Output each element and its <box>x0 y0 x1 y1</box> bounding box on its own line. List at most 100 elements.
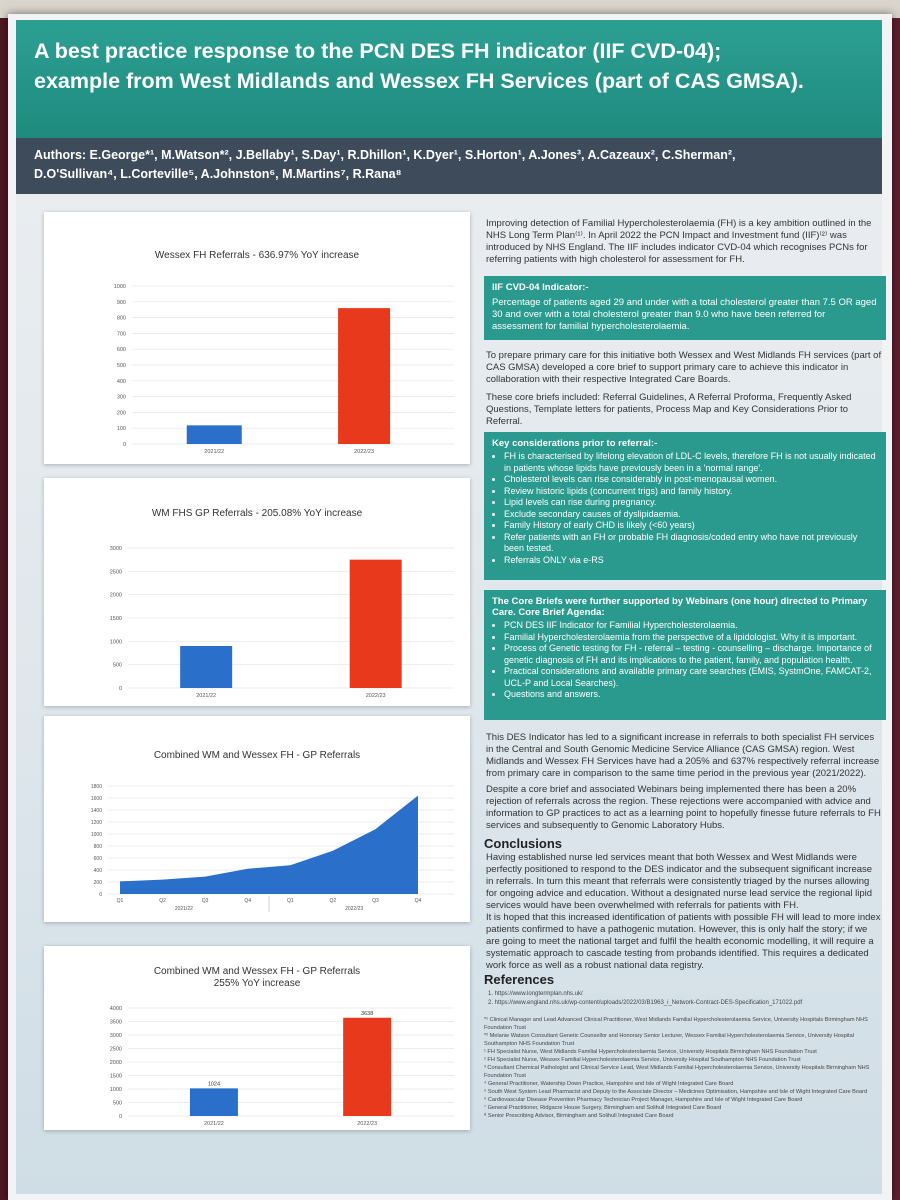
x-tick-label: Q3 <box>372 898 379 904</box>
affiliations-list: *¹ Clinical Manager and Lead Advanced Cl… <box>484 1016 882 1120</box>
group-label: 2022/23 <box>345 906 363 912</box>
y-tick-label: 0 <box>99 892 102 898</box>
chart-title: Wessex FH Referrals - 636.97% YoY increa… <box>154 250 360 261</box>
affiliation-item: ⁵ South West System Lead Pharmacist and … <box>484 1089 868 1095</box>
title-line-1: A best practice response to the PCN DES … <box>34 39 722 63</box>
key-consideration-item: Referrals ONLY via e-RS <box>504 555 878 567</box>
key-considerations-title: Key considerations prior to referral:- <box>492 438 658 449</box>
bar-2021/22 <box>186 425 242 444</box>
webinar-agenda-item: Practical considerations and available p… <box>504 666 878 689</box>
title-banner <box>16 20 882 138</box>
authors-line-1: Authors: E.George*¹, M.Watson*², J.Bella… <box>34 148 736 162</box>
y-tick-label: 700 <box>117 331 126 337</box>
y-tick-label: 1000 <box>110 639 122 645</box>
y-tick-label: 200 <box>117 410 126 416</box>
affiliation-item: ⁶ Cardiovascular Disease Prevention Phar… <box>484 1097 803 1103</box>
wessex-bar-chart: 0 100 200 300 400 500 600 700 800 900 1000 2021/22 2… <box>114 284 454 455</box>
key-consideration-item: Review historic lipids (concurrent trigs… <box>504 486 878 498</box>
y-tick-label: 4000 <box>110 1006 122 1012</box>
conclusions-text-1: Having established nurse led services me… <box>486 852 873 911</box>
y-tick-label: 3500 <box>110 1020 122 1026</box>
references-heading: References <box>484 972 555 987</box>
y-tick-label: 2000 <box>110 593 122 599</box>
affiliation-item: ² FH Specialist Nurse, Wessex Familial H… <box>484 1057 801 1063</box>
y-tick-label: 400 <box>94 868 103 874</box>
affiliation-item: *² Melanie Watson Consultant Genetic Cou… <box>484 1033 854 1047</box>
y-tick-label: 900 <box>117 300 126 306</box>
conclusions-heading: Conclusions <box>484 836 563 851</box>
affiliation-item: ⁸ Senior Prescribing Advisor, Birmingham… <box>484 1113 674 1119</box>
webinar-agenda-item: Familial Hypercholesterolaemia from the … <box>504 632 878 644</box>
x-tick-label: Q2 <box>330 898 337 904</box>
group-label: 2021/22 <box>175 906 193 912</box>
key-consideration-item: Family History of early CHD is likely (<… <box>504 520 878 532</box>
y-tick-label: 2500 <box>110 1047 122 1053</box>
webinar-agenda-item: PCN DES IIF Indicator for Familial Hyper… <box>504 620 878 632</box>
data-label: 1024 <box>208 1081 220 1087</box>
y-tick-label: 1000 <box>114 284 126 290</box>
y-tick-label: 100 <box>117 426 126 432</box>
y-tick-label: 3000 <box>110 546 122 552</box>
chart-card-combined-area: Combined WM and Wessex FH - GP Referrals… <box>44 716 470 922</box>
reference-item: 1. https://www.longtermplan.nhs.uk/ <box>488 991 583 997</box>
wall <box>0 0 900 18</box>
chart-subtitle: 255% YoY increase <box>213 978 301 989</box>
y-tick-label: 3000 <box>110 1033 122 1039</box>
reference-item: 2. https://www.england.nhs.uk/wp-content… <box>488 1000 803 1006</box>
chart-title: Combined WM and Wessex FH - GP Referrals <box>153 966 361 977</box>
indicator-text: Percentage of patients aged 29 and under… <box>492 297 877 332</box>
y-tick-label: 500 <box>117 363 126 369</box>
webinar-agenda-item: Process of Genetic testing for FH - refe… <box>504 643 878 666</box>
x-tick-label: Q4 <box>244 898 251 904</box>
y-tick-label: 200 <box>94 880 103 886</box>
x-tick-label: 2021/22 <box>204 1121 224 1127</box>
x-tick-label: Q1 <box>117 898 124 904</box>
y-tick-label: 1600 <box>91 796 102 802</box>
y-tick-label: 0 <box>119 686 122 692</box>
x-tick-label: 2022/23 <box>357 1121 377 1127</box>
combined-bar-chart: 0 500 1000 1500 2000 2500 3000 3500 4000 2021/22 1… <box>110 1006 454 1127</box>
intro-text: Improving detection of Familial Hypercho… <box>486 218 872 265</box>
y-tick-label: 1000 <box>91 832 102 838</box>
key-considerations-box: Key considerations prior to referral:- F… <box>484 432 886 580</box>
bar-2021/22 <box>180 646 233 688</box>
title-line-2: example from West Midlands and Wessex FH… <box>34 69 804 93</box>
chart-card-combined-bar: Combined WM and Wessex FH - GP Referrals… <box>44 946 470 1130</box>
chart-card-wm: WM FHS GP Referrals - 205.08% YoY increa… <box>44 478 470 706</box>
affiliation-item: ³ Consultant Chemical Pathologist and Cl… <box>484 1065 870 1079</box>
affiliation-item: ⁷ General Practitioner, Ridgacre House S… <box>484 1105 722 1111</box>
x-tick-label: Q4 <box>415 898 422 904</box>
key-consideration-item: Exclude secondary causes of dyslipidaemi… <box>504 509 878 521</box>
key-consideration-item: Cholesterol levels can rise considerably… <box>504 474 878 486</box>
webinar-agenda-list: PCN DES IIF Indicator for Familial Hyper… <box>492 620 878 701</box>
briefs-text: These core briefs included: Referral Gui… <box>486 392 852 427</box>
authors-line-2: D.O'Sullivan⁴, L.Corteville⁵, A.Johnston… <box>34 167 402 181</box>
affiliation-item: ⁴ General Practitioner, Watership Down P… <box>484 1081 734 1087</box>
chart-title: Combined WM and Wessex FH - GP Referrals <box>153 750 361 761</box>
affiliation-item: *¹ Clinical Manager and Lead Advanced Cl… <box>484 1017 868 1031</box>
results-text: This DES Indicator has led to a signific… <box>486 732 880 779</box>
y-tick-label: 1000 <box>110 1087 122 1093</box>
indicator-box: IIF CVD-04 Indicator:- Percentage of pat… <box>484 276 886 340</box>
y-tick-label: 500 <box>113 663 122 669</box>
y-tick-label: 1400 <box>91 808 102 814</box>
x-tick-label: 2022/23 <box>366 693 386 699</box>
authors-banner <box>16 138 882 194</box>
authors: Authors: E.George*¹, M.Watson*², J.Bella… <box>34 146 874 184</box>
webinar-agenda-item: Questions and answers. <box>504 689 878 701</box>
x-tick-label: 2021/22 <box>196 693 216 699</box>
conclusions-text-2: It is hoped that this increased identifi… <box>486 912 881 971</box>
key-consideration-item: Refer patients with an FH or probable FH… <box>504 532 878 555</box>
area-series <box>120 795 418 894</box>
data-label: 3638 <box>361 1011 373 1017</box>
x-tick-label: 2022/23 <box>354 449 374 455</box>
bar-2022/23 <box>343 1017 392 1116</box>
y-tick-label: 0 <box>123 442 126 448</box>
y-tick-label: 1800 <box>91 784 102 790</box>
y-tick-label: 800 <box>117 316 126 322</box>
x-tick-label: Q3 <box>202 898 209 904</box>
affiliation-item: ¹ FH Specialist Nurse, West Midlands Fam… <box>484 1049 817 1055</box>
bar-2022/23 <box>338 308 391 444</box>
chart-title: WM FHS GP Referrals - 205.08% YoY increa… <box>151 508 363 519</box>
y-tick-label: 1200 <box>91 820 102 826</box>
